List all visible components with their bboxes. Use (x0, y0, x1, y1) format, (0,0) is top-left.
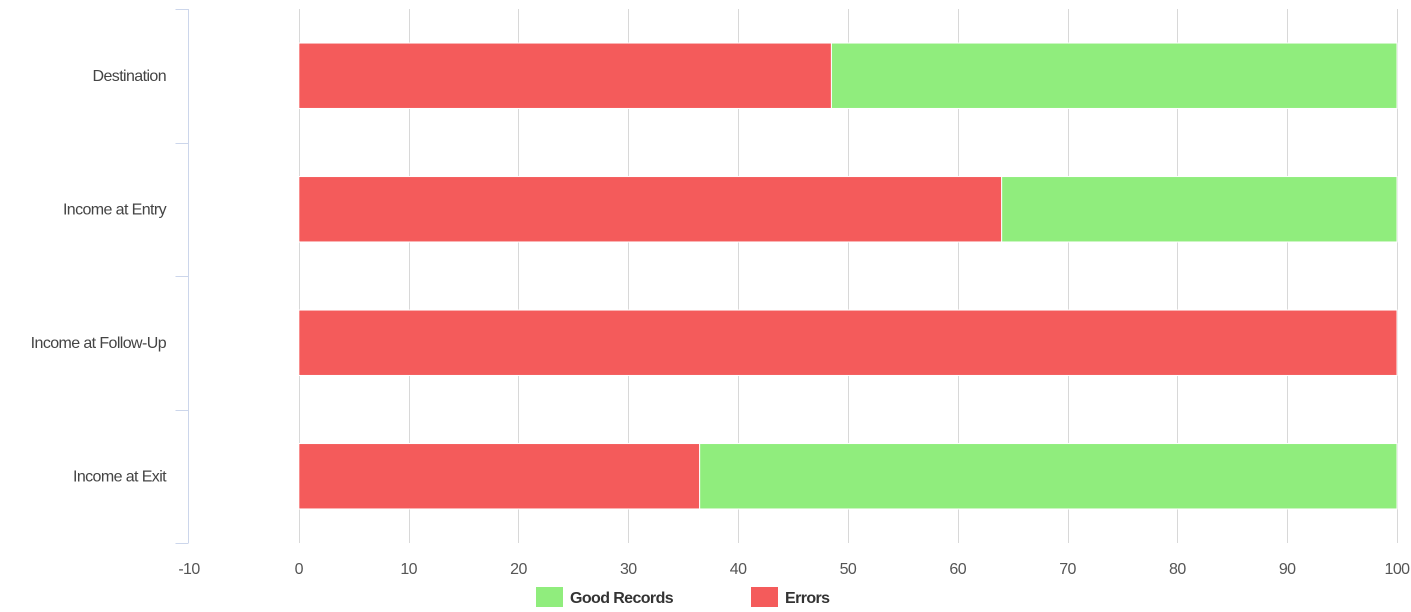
x-tick-label: 90 (1279, 561, 1296, 578)
bar-good-records[interactable] (1001, 176, 1398, 243)
x-tick-label: 100 (1385, 561, 1411, 578)
x-tick-label: 20 (510, 561, 527, 578)
bar-errors[interactable] (298, 176, 1003, 243)
x-tick-label: 40 (730, 561, 747, 578)
x-tick-label: 80 (1169, 561, 1186, 578)
x-tick-label: 10 (400, 561, 417, 578)
x-tick-label: -10 (178, 561, 200, 578)
category-label: Income at Entry (63, 201, 167, 218)
bar-errors[interactable] (298, 309, 1398, 376)
x-axis-tick-labels: -10 0 10 20 30 40 50 60 70 80 90 100 (178, 561, 1410, 578)
bar-errors[interactable] (298, 42, 832, 109)
category-axis (175, 9, 189, 544)
category-label: Income at Exit (73, 468, 167, 485)
legend-item-errors[interactable]: Errors (751, 587, 831, 607)
x-tick-label: 0 (295, 561, 304, 578)
x-tick-label: 30 (620, 561, 637, 578)
x-tick-label: 70 (1059, 561, 1076, 578)
legend[interactable]: Good Records Errors (536, 587, 831, 607)
legend-swatch (751, 587, 778, 607)
legend-label: Good Records (570, 590, 674, 607)
bar-good-records[interactable] (699, 443, 1398, 510)
legend-swatch (536, 587, 563, 607)
legend-item-good-records[interactable]: Good Records (536, 587, 674, 607)
x-tick-label: 50 (840, 561, 857, 578)
bars (298, 42, 1398, 510)
category-label: Destination (93, 68, 166, 85)
category-label: Income at Follow-Up (31, 335, 167, 352)
category-labels: Destination Income at Entry Income at Foll… (31, 68, 168, 486)
bar-good-records[interactable] (830, 42, 1398, 109)
x-tick-label: 60 (949, 561, 966, 578)
bar-errors[interactable] (298, 443, 701, 510)
legend-label: Errors (785, 590, 830, 607)
